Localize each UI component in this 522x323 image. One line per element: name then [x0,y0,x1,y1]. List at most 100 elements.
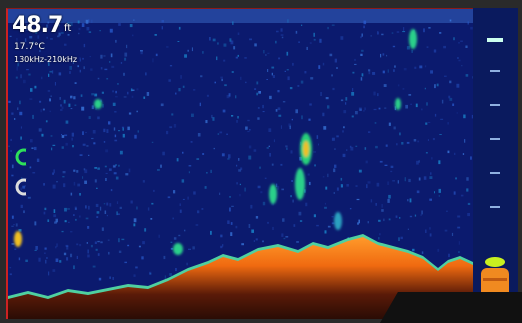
noise-dot [322,176,325,178]
fish-hook-icon[interactable] [14,147,34,167]
fish-arch [303,141,309,157]
noise-dot [360,77,363,81]
noise-dot [325,186,328,190]
noise-dot [53,209,56,213]
noise-dot [235,95,237,99]
noise-dot [284,70,286,72]
noise-dot [213,147,215,150]
noise-dot [77,65,79,68]
noise-dot [444,229,448,232]
noise-dot [60,104,62,107]
noise-dot [79,244,82,247]
noise-dot [214,81,216,84]
noise-dot [168,79,171,82]
noise-dot [368,69,371,72]
zoom-icon[interactable] [14,177,34,197]
noise-dot [387,69,389,73]
noise-dot [202,51,204,54]
noise-dot [258,91,261,94]
noise-dot [228,154,231,159]
noise-dot [66,257,69,261]
noise-dot [249,129,251,131]
noise-dot [370,199,373,203]
noise-dot [23,210,25,214]
noise-dot [458,42,460,44]
depth-scale-sidebar[interactable] [473,8,518,318]
noise-dot [14,248,17,250]
noise-dot [124,57,127,61]
noise-dot [56,181,58,183]
noise-dot [438,188,441,193]
noise-dot [31,147,34,149]
noise-dot [397,180,399,184]
noise-dot [231,71,234,73]
noise-dot [226,133,228,135]
fish-arch [173,243,183,255]
noise-dot [429,176,433,179]
noise-dot [147,207,150,211]
noise-dot [55,258,59,262]
noise-dot [229,38,232,42]
noise-dot [423,28,425,33]
noise-dot [66,246,69,250]
noise-dot [59,57,63,61]
depth-unit: ft [64,23,72,34]
noise-dot [39,100,42,103]
noise-dot [172,217,174,220]
noise-dot [245,126,248,130]
noise-dot [206,94,209,97]
noise-dot [112,164,116,168]
noise-dot [418,177,421,181]
noise-dot [81,23,85,27]
noise-dot [65,142,68,146]
noise-dot [105,149,109,153]
noise-dot [278,114,282,117]
noise-dot [188,248,191,250]
noise-dot [400,236,403,240]
noise-dot [267,221,269,224]
noise-dot [272,75,275,78]
noise-dot [44,207,47,211]
noise-dot [229,196,231,198]
noise-dot [106,129,109,133]
noise-dot [255,216,259,219]
noise-dot [289,125,291,130]
noise-dot [20,204,23,208]
noise-dot [49,70,53,73]
noise-dot [70,253,73,258]
noise-dot [263,50,265,54]
noise-dot [79,58,81,62]
noise-dot [308,181,311,186]
noise-dot [410,103,412,105]
noise-dot [196,158,200,160]
noise-dot [84,169,88,174]
sonar-view[interactable]: 48.7 ft 17.7°C 130kHz-210kHz [6,8,473,319]
noise-dot [52,173,54,175]
noise-dot [20,74,22,79]
noise-dot [32,114,34,119]
noise-dot [456,83,460,88]
noise-dot [109,61,111,63]
noise-dot [130,88,133,92]
noise-dot [472,76,473,79]
noise-dot [38,128,42,132]
noise-dot [105,172,108,174]
noise-dot [331,24,335,26]
noise-dot [108,251,110,255]
noise-dot [99,206,102,211]
noise-dot [90,68,93,71]
noise-dot [161,26,163,30]
noise-dot [224,84,227,87]
noise-dot [16,66,18,71]
noise-dot [393,126,396,130]
noise-dot [455,177,457,180]
noise-dot [343,110,347,114]
noise-dot [229,207,231,212]
noise-dot [155,53,158,57]
noise-dot [354,63,357,65]
noise-dot [103,141,106,143]
noise-dot [437,248,440,252]
noise-dot [277,90,280,93]
noise-dot [56,243,58,247]
noise-dot [94,167,97,169]
